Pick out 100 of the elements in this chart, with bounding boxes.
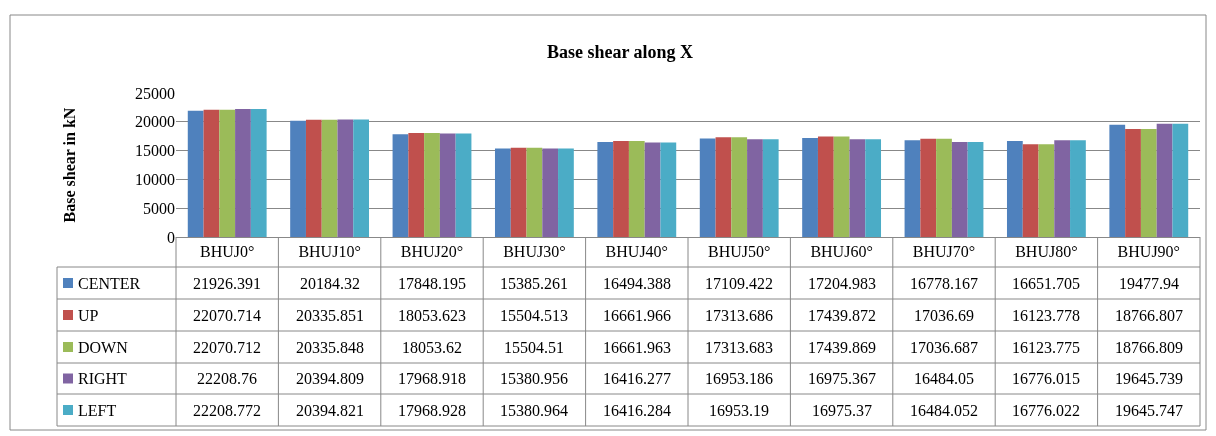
data-label: 16484.052 bbox=[910, 402, 978, 419]
bar bbox=[1006, 141, 1023, 237]
bar bbox=[1125, 128, 1141, 237]
bar bbox=[353, 119, 370, 237]
y-tick-label: 5000 bbox=[143, 199, 175, 217]
data-label: 20394.809 bbox=[296, 370, 364, 387]
data-label: 22208.772 bbox=[193, 402, 261, 419]
data-label: 17036.69 bbox=[914, 307, 974, 324]
x-tick-label: BHUJ20° bbox=[400, 243, 464, 261]
bar bbox=[455, 133, 472, 237]
bar bbox=[408, 133, 425, 237]
data-label: 17109.422 bbox=[705, 275, 773, 292]
data-label: 19645.747 bbox=[1115, 402, 1183, 419]
data-label: 16651.705 bbox=[1012, 275, 1080, 292]
bar bbox=[1172, 123, 1189, 237]
legend-label: DOWN bbox=[78, 339, 129, 356]
bar bbox=[542, 148, 559, 237]
data-label: 16494.388 bbox=[603, 275, 671, 292]
x-tick-label: BHUJ70° bbox=[912, 243, 976, 261]
data-label: 20184.32 bbox=[300, 275, 360, 292]
x-tick-label: BHUJ50° bbox=[708, 243, 771, 261]
data-label: 15385.261 bbox=[500, 275, 568, 292]
data-label: 16484.05 bbox=[914, 370, 974, 387]
bar bbox=[1070, 140, 1086, 237]
y-tick-label: 15000 bbox=[135, 142, 175, 160]
data-label: 20335.848 bbox=[296, 339, 364, 356]
bar bbox=[337, 119, 354, 237]
bar bbox=[424, 133, 440, 237]
bar bbox=[597, 141, 614, 237]
chart-title: Base shear along X bbox=[546, 42, 694, 63]
x-tick-label: BHUJ30° bbox=[503, 243, 566, 261]
bar bbox=[951, 142, 968, 237]
bar bbox=[1156, 123, 1173, 237]
data-label: 19645.739 bbox=[1115, 370, 1183, 387]
bar bbox=[392, 134, 409, 237]
data-label: 18053.62 bbox=[402, 339, 462, 356]
bar bbox=[235, 109, 251, 237]
bar bbox=[494, 148, 511, 237]
data-label: 17313.686 bbox=[705, 307, 773, 324]
bar bbox=[321, 119, 338, 237]
bar bbox=[644, 142, 661, 237]
data-label: 15504.51 bbox=[504, 339, 564, 356]
bar bbox=[762, 139, 779, 237]
bar bbox=[526, 147, 543, 237]
data-label: 20335.851 bbox=[296, 307, 364, 324]
data-label: 17439.872 bbox=[808, 307, 876, 324]
x-tick-label: BHUJ0° bbox=[200, 243, 255, 261]
data-label: 15380.956 bbox=[500, 370, 568, 387]
data-label: 21926.391 bbox=[193, 275, 261, 292]
legend-label: UP bbox=[78, 307, 99, 324]
data-label: 22070.714 bbox=[193, 307, 261, 324]
data-label: 16776.022 bbox=[1012, 402, 1080, 419]
data-label: 18766.809 bbox=[1115, 339, 1183, 356]
data-label: 16123.778 bbox=[1012, 307, 1080, 324]
data-label: 16123.775 bbox=[1012, 339, 1080, 356]
bar bbox=[802, 137, 818, 237]
data-label: 16416.277 bbox=[603, 370, 671, 387]
legend-label: LEFT bbox=[78, 402, 117, 419]
bar bbox=[1022, 144, 1039, 237]
data-label: 18766.807 bbox=[1115, 307, 1183, 324]
y-axis-title: Base shear in kN bbox=[60, 107, 78, 223]
data-label: 16416.284 bbox=[603, 402, 671, 419]
bar bbox=[731, 137, 748, 237]
data-label: 22208.76 bbox=[197, 370, 257, 387]
bar bbox=[558, 148, 574, 237]
bar bbox=[660, 142, 677, 237]
bar bbox=[936, 138, 952, 237]
legend-label: RIGHT bbox=[78, 370, 128, 387]
data-label: 17968.928 bbox=[398, 402, 466, 419]
y-tick-label: 0 bbox=[167, 228, 175, 246]
bar bbox=[305, 119, 322, 237]
data-label: 17439.869 bbox=[808, 339, 876, 356]
bar bbox=[250, 109, 267, 237]
bar bbox=[967, 142, 984, 237]
data-label: 16778.167 bbox=[910, 275, 978, 292]
data-label: 16661.963 bbox=[603, 339, 671, 356]
bar bbox=[817, 136, 834, 237]
x-tick-label: BHUJ40° bbox=[605, 243, 668, 261]
data-label: 16975.367 bbox=[808, 370, 876, 387]
data-label: 17036.687 bbox=[910, 339, 978, 356]
data-label: 16776.015 bbox=[1012, 370, 1080, 387]
bar bbox=[849, 139, 866, 237]
data-label: 17204.983 bbox=[808, 275, 876, 292]
data-label: 15504.513 bbox=[500, 307, 568, 324]
bar bbox=[699, 138, 716, 237]
data-label: 22070.712 bbox=[193, 339, 261, 356]
data-label: 18053.623 bbox=[398, 307, 466, 324]
y-tick-label: 10000 bbox=[135, 171, 175, 188]
data-label: 16953.186 bbox=[705, 370, 773, 387]
x-tick-label: BHUJ60° bbox=[810, 243, 873, 261]
data-label: 16953.19 bbox=[709, 402, 769, 419]
data-label: 17848.195 bbox=[398, 275, 466, 292]
bar bbox=[510, 147, 527, 237]
data-label: 16661.966 bbox=[603, 307, 671, 324]
y-tick-label: 20000 bbox=[135, 113, 175, 131]
data-label: 20394.821 bbox=[296, 402, 364, 419]
y-tick-label: 25000 bbox=[135, 84, 175, 102]
bar bbox=[904, 140, 921, 237]
data-label: 17313.683 bbox=[705, 339, 773, 356]
bar bbox=[187, 110, 204, 237]
